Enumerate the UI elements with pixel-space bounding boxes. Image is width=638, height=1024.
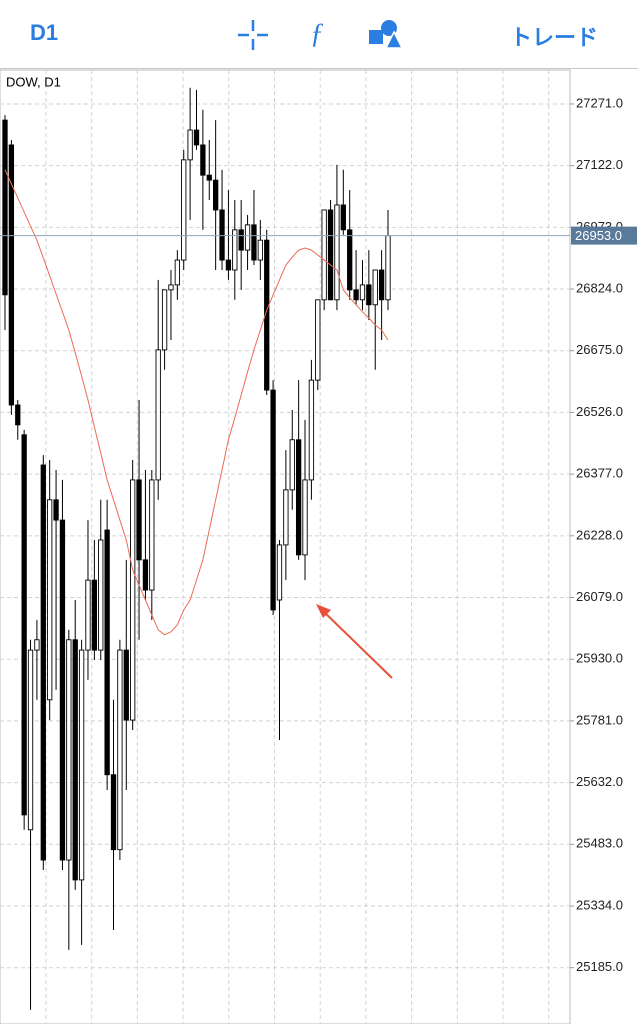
candle-body — [181, 159, 187, 261]
candle-body — [149, 479, 155, 591]
candle-body — [47, 499, 53, 701]
candle-body — [27, 649, 34, 831]
candle-body — [315, 299, 321, 381]
y-tick-label: 25930.0 — [576, 651, 623, 666]
candle-body — [264, 239, 270, 391]
candle-body — [72, 639, 78, 881]
candle-body — [59, 519, 66, 861]
candle-body — [340, 204, 346, 231]
candle-body — [366, 284, 372, 306]
candle-body — [283, 489, 289, 546]
svg-text:ƒ: ƒ — [310, 18, 324, 49]
candle-body — [104, 529, 110, 776]
candle-body — [289, 439, 295, 491]
candle-body — [244, 224, 251, 251]
y-tick-label: 25781.0 — [576, 712, 623, 727]
candle-body — [212, 179, 219, 211]
candle-body — [232, 229, 238, 271]
candle-body — [238, 229, 244, 251]
candle-body — [378, 269, 385, 301]
candle-body — [66, 639, 72, 861]
candle-body — [130, 479, 136, 721]
candle-body — [98, 539, 104, 651]
candle-body — [353, 289, 359, 301]
candle-body — [359, 284, 366, 301]
candle-body — [251, 224, 257, 261]
candle-body — [372, 269, 378, 306]
candle-body — [8, 144, 15, 406]
candle-body — [174, 259, 180, 286]
y-tick-label: 27122.0 — [576, 157, 623, 172]
candle-body — [53, 499, 59, 521]
candle-body — [206, 174, 212, 181]
candle-body — [270, 389, 276, 611]
candle-body — [200, 144, 206, 176]
candle-body — [161, 289, 168, 351]
candle-body — [78, 649, 85, 881]
candle-body — [168, 284, 174, 291]
current-price-label: 26953.0 — [575, 228, 622, 243]
candle-body — [136, 479, 142, 561]
candle-body — [302, 479, 308, 556]
y-tick-label: 26079.0 — [576, 589, 623, 604]
candle-body — [142, 559, 149, 591]
y-tick-label: 25334.0 — [576, 897, 623, 912]
candle-body — [2, 119, 8, 296]
candle-body — [257, 239, 263, 261]
y-tick-label: 27271.0 — [576, 95, 623, 110]
y-tick-label: 26824.0 — [576, 280, 623, 295]
y-tick-label: 26228.0 — [576, 527, 623, 542]
candle-body — [187, 129, 193, 161]
chart-title: DOW, D1 — [6, 74, 61, 89]
candle-body — [40, 464, 46, 861]
y-tick-label: 25185.0 — [576, 959, 623, 974]
candle-body — [15, 404, 21, 426]
candle-body — [117, 649, 123, 851]
indicator-icon[interactable]: ƒ — [304, 18, 330, 52]
candle-body — [123, 649, 129, 721]
candle-body — [347, 229, 353, 291]
candle-body — [85, 579, 91, 651]
plot-area — [0, 69, 571, 1024]
objects-icon[interactable] — [366, 18, 404, 52]
y-tick-label: 26675.0 — [576, 342, 623, 357]
moving-average-line — [4, 169, 389, 636]
annotation-arrow — [316, 604, 393, 679]
candle-body — [327, 209, 334, 301]
candle-body — [91, 579, 98, 651]
y-tick-label: 26377.0 — [576, 466, 623, 481]
crosshair-icon[interactable] — [236, 18, 270, 52]
candle-body — [225, 259, 232, 271]
current-price-box — [571, 226, 637, 245]
timeframe-button[interactable]: D1 — [30, 20, 59, 45]
candle-body — [276, 544, 283, 601]
candle-body — [308, 379, 315, 481]
candle-body — [193, 129, 200, 146]
candle-body — [334, 204, 340, 301]
candle-body — [34, 639, 40, 651]
toolbar: D1 ƒ トレード — [0, 0, 638, 69]
candle-body — [21, 434, 27, 816]
candle-body — [110, 774, 117, 851]
candle-body — [385, 235, 391, 301]
trade-button[interactable]: トレード — [510, 25, 599, 50]
y-tick-label: 25632.0 — [576, 774, 623, 789]
candle-body — [155, 349, 161, 481]
candle-body — [219, 209, 225, 261]
y-tick-label: 25483.0 — [576, 836, 623, 851]
y-tick-label: 26526.0 — [576, 404, 623, 419]
candle-body — [321, 209, 327, 301]
candle-body — [295, 439, 302, 556]
